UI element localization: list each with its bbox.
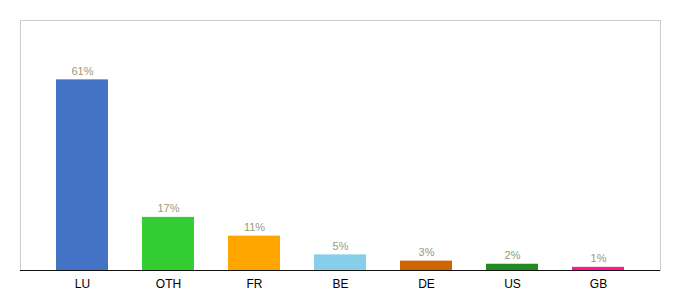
svg-text:LU: LU: [75, 277, 90, 291]
svg-text:FR: FR: [247, 277, 263, 291]
svg-text:US: US: [504, 277, 521, 291]
svg-text:1%: 1%: [591, 252, 607, 264]
svg-text:2%: 2%: [505, 249, 521, 261]
svg-text:DE: DE: [418, 277, 435, 291]
svg-text:61%: 61%: [71, 65, 93, 77]
svg-text:3%: 3%: [419, 246, 435, 258]
svg-text:GB: GB: [590, 277, 607, 291]
svg-text:11%: 11%: [244, 221, 265, 233]
svg-text:OTH: OTH: [156, 277, 181, 291]
svg-text:17%: 17%: [157, 202, 179, 214]
svg-text:BE: BE: [332, 277, 348, 291]
svg-text:5%: 5%: [333, 240, 349, 252]
